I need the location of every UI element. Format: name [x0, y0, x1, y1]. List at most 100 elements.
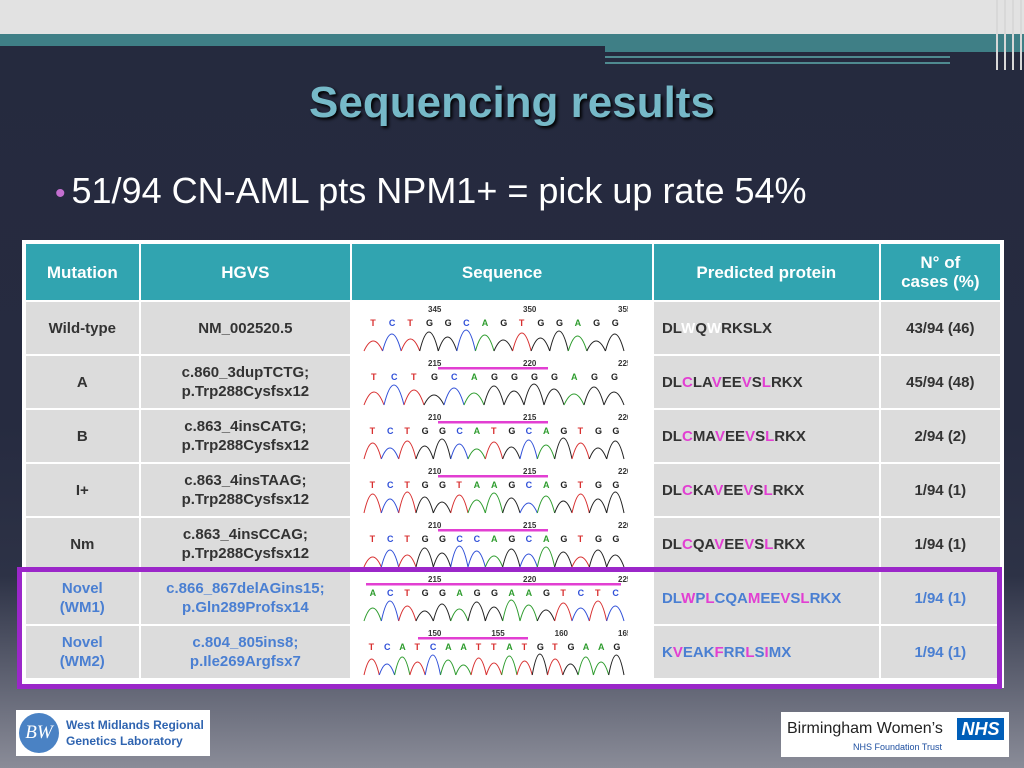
cases-value: 1/94 (1): [914, 589, 967, 607]
protein-segment: L: [800, 589, 810, 607]
protein-segment: EAK: [682, 643, 715, 661]
base-call: G: [422, 534, 429, 544]
chromatogram-tick-label: 220: [618, 521, 628, 530]
mutation-label-sub: (WM1): [59, 599, 105, 616]
hgvs-cell: NM_002520.5: [138, 300, 353, 356]
bullet-dot-icon: •: [55, 177, 66, 210]
mutation-label: B: [76, 427, 88, 445]
protein-segment: EE: [760, 589, 781, 607]
base-call: T: [411, 372, 417, 382]
trace-peak: [433, 501, 452, 514]
table-row: Novel (WM2) c.804_805ins8; p.Ile269Argfsx7 1…: [24, 624, 1003, 680]
trace-peak: [470, 657, 487, 676]
trace-peak: [588, 498, 608, 514]
trust-subtitle: NHS Foundation Trust: [853, 742, 943, 752]
mutation-cell: Nm: [24, 516, 141, 572]
results-table-container: Mutation HGVS Sequence Predicted protein…: [22, 240, 1004, 688]
base-call: T: [578, 480, 584, 490]
base-call: G: [426, 318, 433, 328]
protein-segment: RKX: [772, 481, 805, 499]
base-call: T: [408, 318, 414, 328]
table-body: Wild-typeNM_002520.5345350355TCTGGCAGTGG…: [24, 300, 1003, 680]
trace-peak: [381, 447, 400, 460]
trace-peak: [398, 554, 417, 568]
wmrgl-logo: BW West Midlands Regional Genetics Labora…: [16, 710, 210, 756]
protein-segment: S: [751, 373, 762, 391]
hgvs-cell: c.863_4insTAAG; p.Trp288Cysfsx12: [138, 462, 353, 518]
trace-peak: [554, 602, 573, 622]
trace-peak: [554, 551, 573, 568]
cases-cell: 1/94 (1): [878, 624, 1003, 680]
hgvs-cdna: c.863_4insCATG;: [184, 418, 307, 435]
base-call: A: [575, 318, 582, 328]
base-call: G: [595, 534, 602, 544]
protein-segment: V: [714, 535, 725, 553]
chromatogram: 215 220 225 T C T G C A G G G G A G G: [363, 359, 628, 406]
base-call: A: [583, 642, 590, 652]
trace-peak: [593, 661, 610, 676]
trace-peak: [415, 445, 434, 460]
trace-peak: [380, 600, 400, 622]
deco-vertical-bars: [992, 0, 1024, 70]
base-call: G: [500, 318, 507, 328]
trace-peak: [537, 609, 556, 622]
trace-peak: [562, 663, 579, 676]
hgvs-cdna: c.863_4insCCAG;: [182, 526, 308, 543]
protein-segment: DL: [661, 427, 682, 445]
insertion-marker: [418, 637, 529, 640]
trace-peak: [484, 492, 504, 514]
base-call: T: [370, 318, 376, 328]
trace-peak: [571, 556, 590, 568]
hgvs-cdna: c.860_3dupTCTG;: [181, 364, 310, 381]
trace-peak: [383, 384, 405, 406]
chromatogram-tick-label: 155: [491, 629, 505, 638]
trace-peak: [363, 607, 382, 622]
protein-segment: V: [745, 427, 756, 445]
base-call: T: [370, 480, 376, 490]
predicted-protein-cell: KVEAKFRRLSIMX: [651, 624, 881, 680]
protein-segment: L: [763, 481, 773, 499]
mutation-cell: B: [24, 408, 141, 464]
base-call: A: [399, 642, 406, 652]
trace-peak: [502, 446, 521, 460]
protein-segment: EE: [724, 535, 745, 553]
base-call: G: [560, 480, 567, 490]
base-call: C: [451, 372, 458, 382]
base-call: C: [387, 480, 394, 490]
top-stripe: [0, 34, 1024, 46]
protein-segment: L: [705, 589, 715, 607]
trace-peak: [415, 547, 434, 568]
predicted-protein-cell: DLCQAVEEVSLRKX: [651, 516, 881, 572]
results-table: Mutation HGVS Sequence Predicted protein…: [24, 242, 1003, 680]
protein-segment: V: [743, 481, 754, 499]
trace-peak: [530, 337, 551, 352]
protein-segment: L: [745, 643, 755, 661]
chromatogram: 150155160165TCATCAATTATGTGAAG: [363, 629, 628, 676]
trace-peak: [523, 383, 545, 406]
base-call: A: [461, 642, 468, 652]
trace-peak: [536, 495, 556, 514]
cases-value: 45/94 (48): [906, 373, 975, 391]
trace-peak: [608, 654, 625, 676]
base-call: G: [511, 372, 518, 382]
base-call: T: [404, 426, 410, 436]
trace-peak: [503, 390, 525, 406]
chromatogram-tick-label: 355: [618, 305, 628, 314]
nhs-logo: NHS: [957, 718, 1004, 740]
trace-peak: [571, 442, 590, 460]
mutation-label: Novel: [61, 634, 103, 651]
trace-peak: [380, 549, 400, 568]
table-row: Novel (WM1) c.866_867delAGins15; p.Gln289Pr…: [24, 570, 1003, 626]
protein-segment: EE: [725, 427, 746, 445]
trace-peak: [516, 660, 533, 676]
cases-cell: 1/94 (1): [878, 570, 1003, 626]
protein-segment: RKX: [773, 535, 806, 553]
novel-mutations-highlight: [17, 567, 1002, 689]
trace-peak: [484, 606, 504, 622]
trace-peak: [437, 336, 458, 352]
hgvs-cdna: c.866_867delAGins15;: [166, 580, 325, 597]
trace-peak: [519, 502, 538, 514]
protein-segment: L: [765, 427, 775, 445]
chromatogram-tick-label: 215: [428, 575, 442, 584]
base-call: T: [595, 588, 601, 598]
